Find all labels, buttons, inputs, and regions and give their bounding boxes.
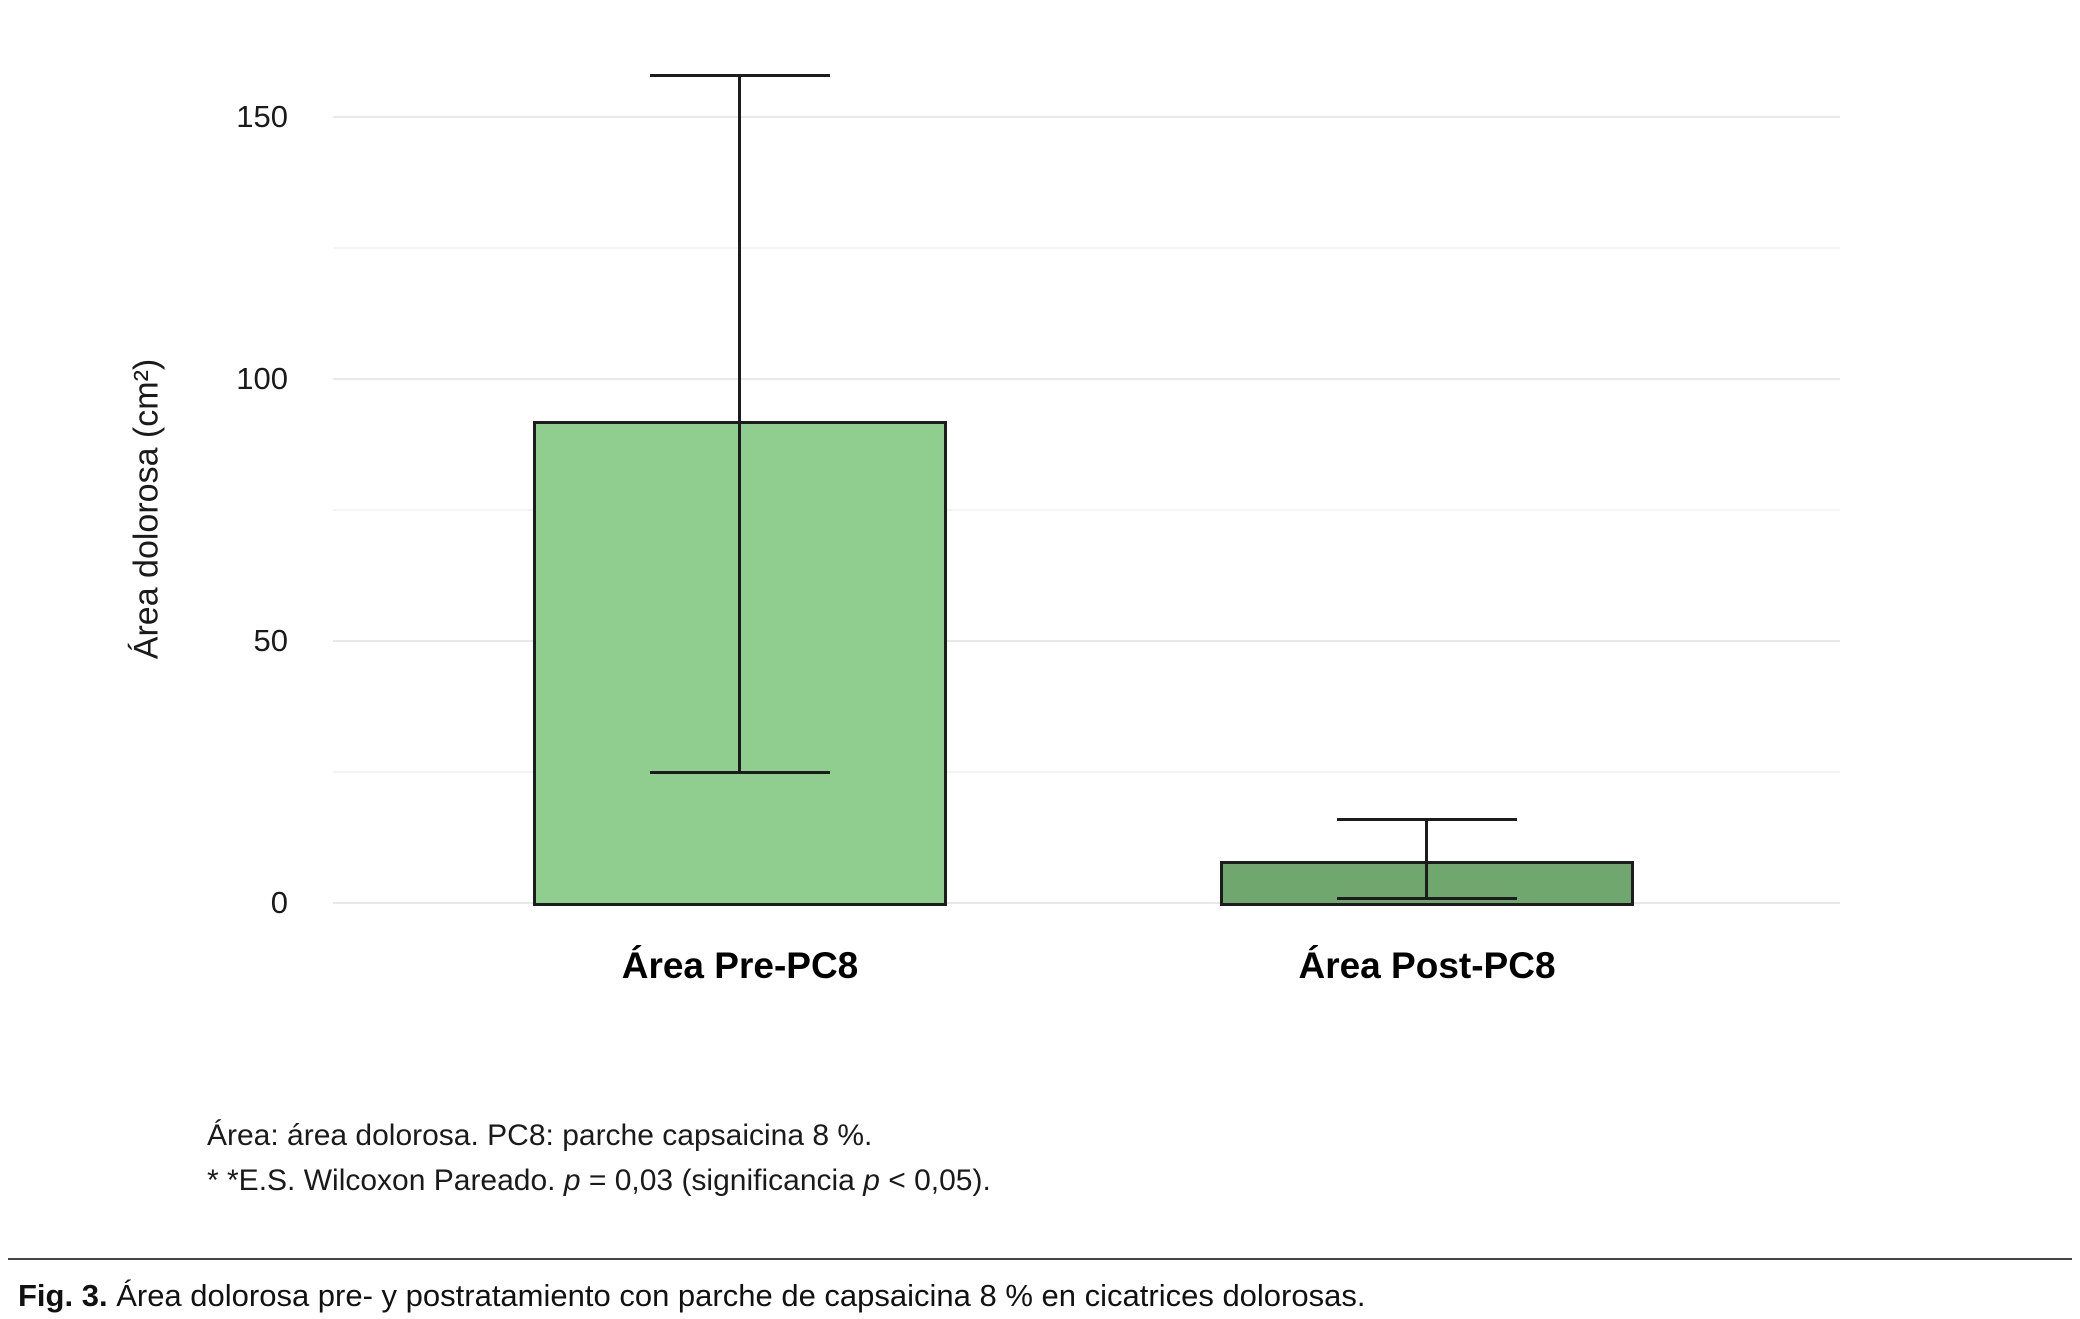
minor-gridline (333, 509, 1840, 511)
major-gridline (333, 378, 1840, 380)
figure-notes: Área: área dolorosa. PC8: parche capsaic… (207, 1113, 991, 1203)
error-bar-cap-high-2 (1337, 818, 1517, 822)
figure-caption: Fig. 3. Área dolorosa pre- y postratamie… (18, 1278, 1365, 1314)
x-category-label-2: Área Post-PC8 (1298, 945, 1556, 986)
major-gridline (333, 902, 1840, 904)
caption-divider (8, 1258, 2072, 1260)
note-abbreviations: Área: área dolorosa. PC8: parche capsaic… (207, 1119, 873, 1152)
note-stat-p-symbol-1: p (563, 1164, 581, 1197)
major-gridline (333, 116, 1840, 118)
major-gridline (333, 640, 1840, 642)
note-stat-p-symbol-2: p (863, 1164, 880, 1197)
error-bar-line-2 (1425, 819, 1428, 898)
note-stat-suffix: < 0,05). (879, 1164, 991, 1197)
error-bar-cap-low-1 (650, 771, 830, 774)
figure-number-label: Fig. 3. (18, 1278, 108, 1313)
y-tick-label: 0 (270, 885, 288, 920)
note-stat-prefix: * *E.S. Wilcoxon Pareado. (207, 1164, 564, 1197)
x-category-label-1: Área Pre-PC8 (621, 945, 859, 986)
error-bar-cap-low-2 (1337, 896, 1517, 900)
error-bar-cap-high-1 (650, 74, 830, 78)
minor-gridline (333, 247, 1840, 249)
figure-caption-text: Área dolorosa pre- y postratamiento con … (107, 1278, 1366, 1313)
note-statistics: * *E.S. Wilcoxon Pareado. p = 0,03 (sign… (207, 1158, 991, 1203)
y-tick-label: 50 (253, 623, 288, 658)
y-tick-label: 150 (236, 99, 288, 134)
y-tick-label: 100 (236, 361, 288, 396)
error-bar-line-1 (738, 75, 741, 772)
minor-gridline (333, 771, 1840, 773)
note-stat-middle: = 0,03 (significancia (580, 1164, 864, 1197)
